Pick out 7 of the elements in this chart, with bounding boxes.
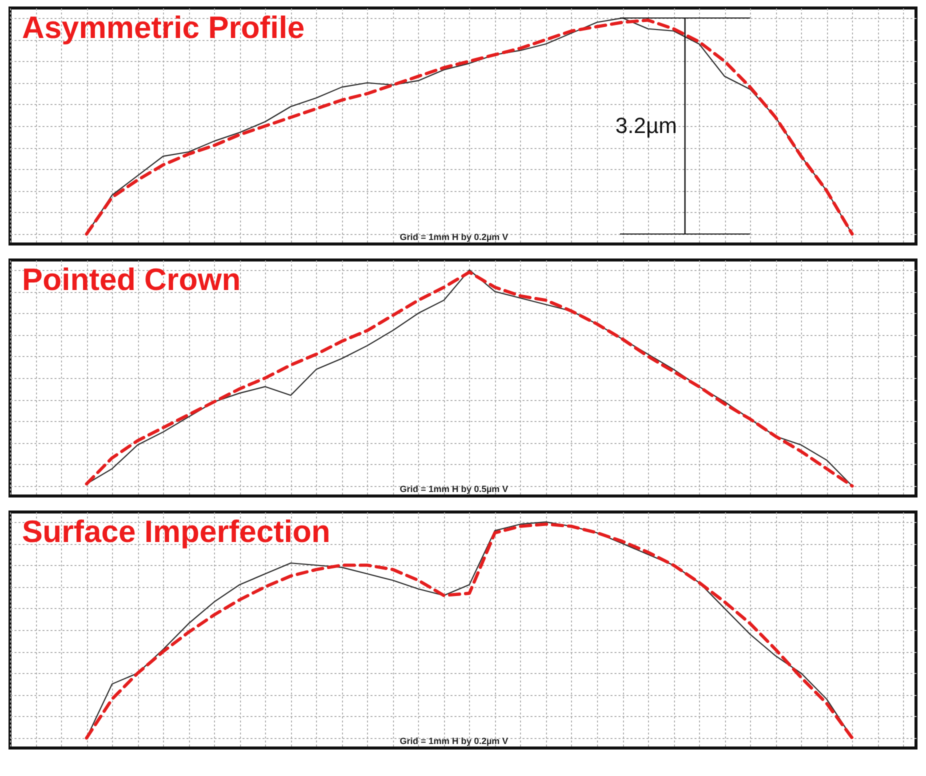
annotation: Grid = 1mm H by 0.2µm V [400, 736, 508, 746]
chart-title: Pointed Crown [22, 262, 241, 297]
annotation: Grid = 1mm H by 0.2µm V [400, 232, 508, 242]
annotation: Grid = 1mm H by 0.5µm V [400, 484, 508, 494]
annotation: 3.2µm [615, 113, 677, 138]
chart-title: Surface Imperfection [22, 514, 330, 549]
chart-title: Asymmetric Profile [22, 10, 305, 45]
